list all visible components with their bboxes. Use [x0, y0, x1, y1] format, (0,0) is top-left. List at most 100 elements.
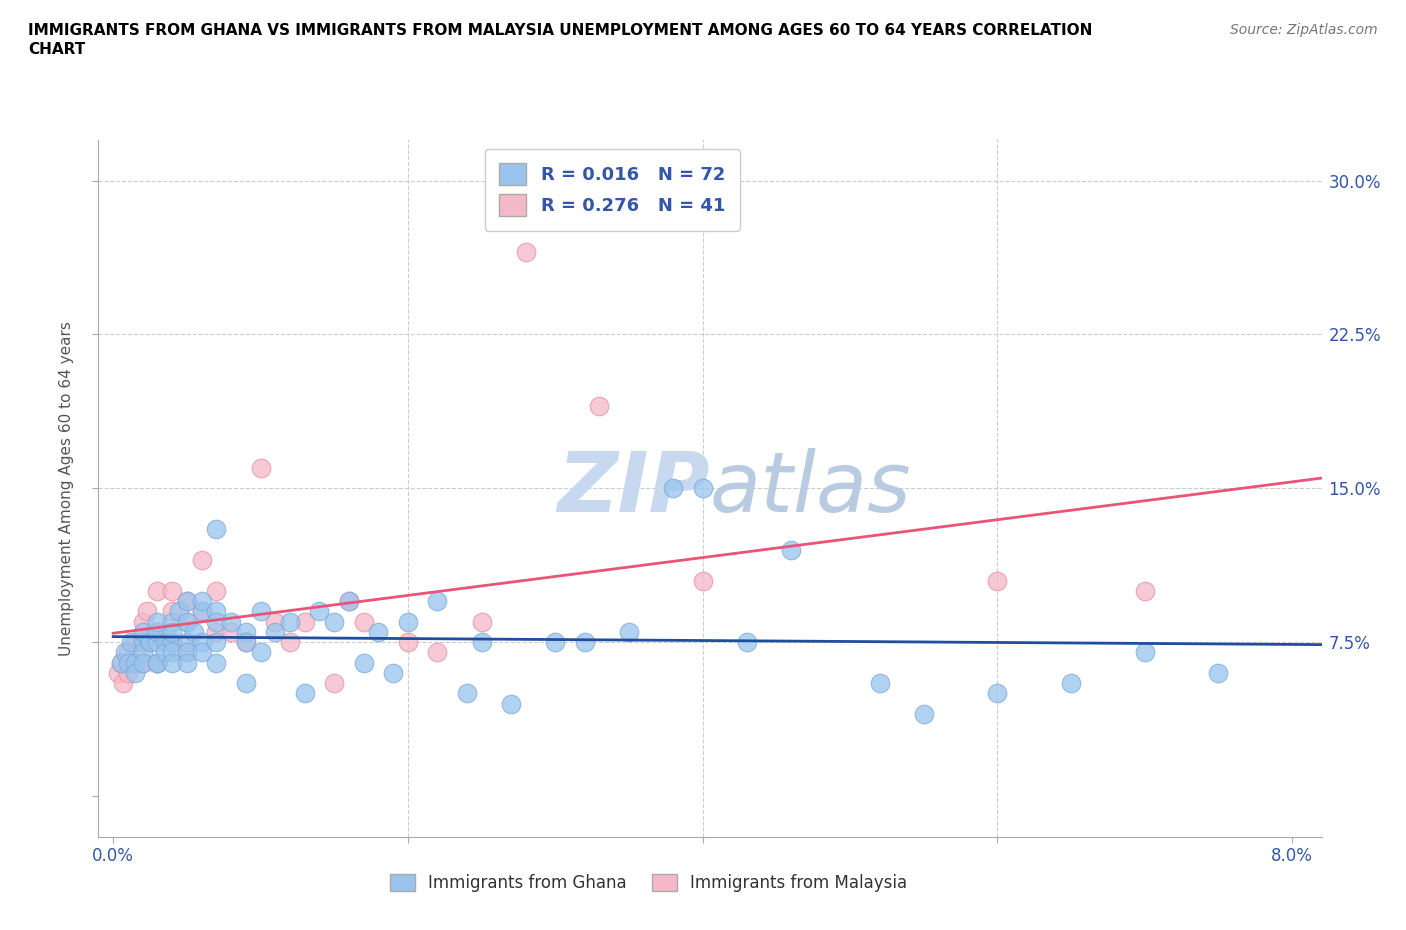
Point [131, 656, 153, 671]
Point [353, 656, 375, 671]
Point [205, 604, 228, 618]
Point [574, 634, 596, 649]
Point [131, 634, 153, 649]
Point [499, 697, 522, 711]
Point [294, 686, 316, 701]
Point [205, 583, 228, 598]
Point [146, 583, 169, 598]
Point [205, 634, 228, 649]
Point [588, 399, 610, 414]
Point [114, 644, 136, 659]
Text: atlas: atlas [710, 447, 911, 529]
Point [323, 614, 346, 629]
Point [205, 624, 228, 639]
Point [544, 634, 567, 649]
Point [110, 656, 132, 671]
Point [131, 644, 153, 659]
Point [131, 624, 153, 639]
Point [190, 552, 212, 567]
Point [176, 614, 198, 629]
Point [131, 656, 153, 671]
Point [176, 593, 198, 608]
Point [110, 656, 132, 671]
Point [205, 522, 228, 537]
Point [131, 614, 153, 629]
Point [160, 614, 183, 629]
Point [264, 624, 287, 639]
Point [160, 583, 183, 598]
Point [112, 676, 135, 691]
Point [120, 634, 142, 649]
Point [235, 634, 257, 649]
Point [367, 624, 389, 639]
Point [136, 604, 159, 618]
Point [121, 656, 143, 671]
Text: CHART: CHART [28, 42, 86, 57]
Point [337, 593, 360, 608]
Text: ZIP: ZIP [557, 447, 710, 529]
Point [986, 573, 1008, 588]
Point [146, 624, 169, 639]
Point [153, 634, 176, 649]
Point [160, 624, 183, 639]
Point [426, 644, 449, 659]
Point [117, 644, 139, 659]
Point [153, 644, 176, 659]
Point [176, 644, 198, 659]
Point [515, 245, 537, 259]
Point [912, 707, 935, 722]
Point [146, 656, 169, 671]
Point [780, 542, 803, 557]
Point [426, 593, 449, 608]
Point [735, 634, 758, 649]
Point [396, 614, 419, 629]
Text: Source: ZipAtlas.com: Source: ZipAtlas.com [1230, 23, 1378, 37]
Point [294, 614, 316, 629]
Point [456, 686, 478, 701]
Point [249, 644, 271, 659]
Point [190, 593, 212, 608]
Point [176, 634, 198, 649]
Legend: Immigrants from Ghana, Immigrants from Malaysia: Immigrants from Ghana, Immigrants from M… [384, 867, 914, 898]
Point [249, 604, 271, 618]
Point [146, 656, 169, 671]
Point [471, 634, 494, 649]
Point [382, 666, 405, 681]
Point [1208, 666, 1230, 681]
Point [235, 676, 257, 691]
Point [124, 666, 146, 681]
Point [176, 644, 198, 659]
Point [190, 634, 212, 649]
Point [278, 634, 301, 649]
Point [160, 634, 183, 649]
Point [183, 624, 205, 639]
Point [190, 604, 212, 618]
Point [124, 634, 146, 649]
Point [160, 656, 183, 671]
Point [278, 614, 301, 629]
Point [146, 634, 169, 649]
Point [692, 481, 714, 496]
Point [353, 614, 375, 629]
Point [308, 604, 330, 618]
Point [219, 624, 242, 639]
Point [396, 634, 419, 649]
Point [131, 634, 153, 649]
Point [176, 656, 198, 671]
Point [190, 604, 212, 618]
Point [160, 644, 183, 659]
Point [190, 644, 212, 659]
Point [176, 614, 198, 629]
Point [1133, 644, 1156, 659]
Y-axis label: Unemployment Among Ages 60 to 64 years: Unemployment Among Ages 60 to 64 years [59, 321, 75, 656]
Point [1060, 676, 1083, 691]
Point [205, 614, 228, 629]
Point [986, 686, 1008, 701]
Point [160, 604, 183, 618]
Point [617, 624, 640, 639]
Point [235, 634, 257, 649]
Point [1133, 583, 1156, 598]
Point [117, 666, 139, 681]
Point [869, 676, 891, 691]
Point [249, 460, 271, 475]
